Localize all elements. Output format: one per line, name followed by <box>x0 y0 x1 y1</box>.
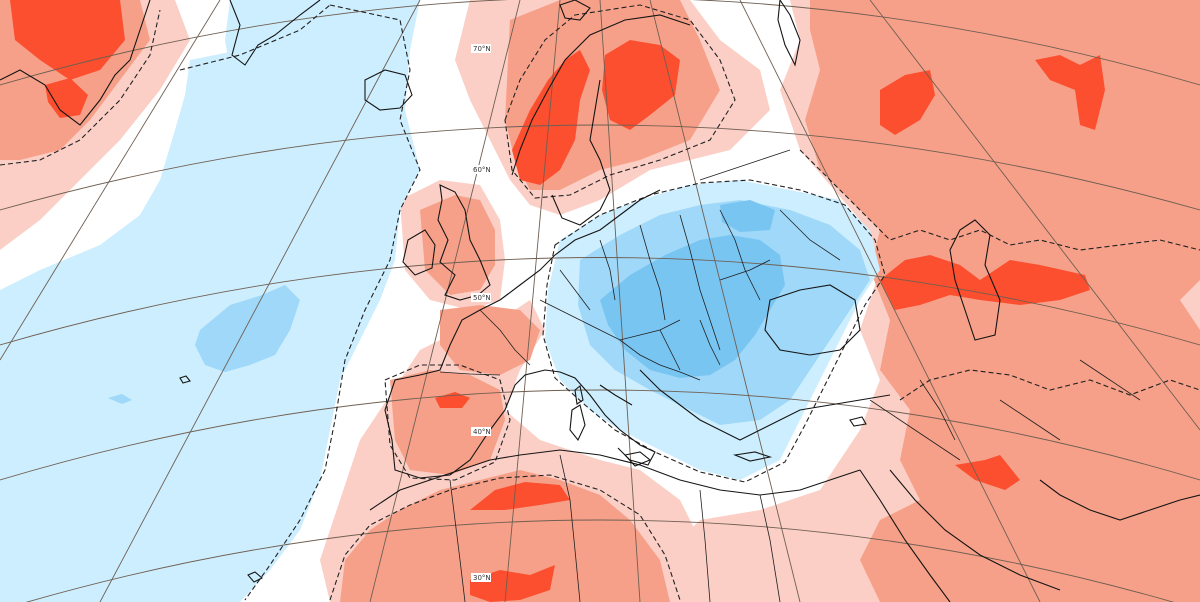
contour-greenland <box>0 9 161 166</box>
strong-warm-russia-north <box>880 70 935 135</box>
contour-scandinavia <box>504 4 736 199</box>
coast-crete <box>732 451 773 462</box>
parallel-30n <box>25 519 1175 602</box>
borders-africa <box>449 454 781 602</box>
meridian-1 <box>0 0 221 361</box>
strong-warm-greenland-south <box>45 78 88 118</box>
contour-middle-east <box>899 369 1200 401</box>
coast-north-africa <box>369 449 861 511</box>
coast-north-europe <box>499 189 661 301</box>
coast-italy <box>559 371 656 466</box>
strong-cold-europe <box>600 235 785 378</box>
coast-sicily <box>623 451 652 467</box>
strong-cold-balkans <box>720 200 775 232</box>
warm-britain <box>420 195 495 295</box>
lat-labels: 70°N 60°N 50°N 40°N 30°N <box>471 44 491 582</box>
meridian-3 <box>369 0 521 602</box>
lat-60n-label: 60°N <box>473 166 491 174</box>
coast-svalbard <box>559 0 591 21</box>
meridian-8 <box>869 0 1200 431</box>
warm-north-africa <box>340 470 670 602</box>
coast-ireland <box>402 229 436 276</box>
dashed-contours <box>0 4 1200 601</box>
strong-warm-sahara <box>470 482 570 510</box>
cold-atlantic-patch <box>195 285 300 372</box>
meridian-4 <box>504 0 561 602</box>
coast-great-britain <box>437 184 491 301</box>
coast-azores <box>179 375 191 384</box>
contour-africa <box>329 474 681 601</box>
strong-warm-norway <box>512 50 590 185</box>
strong-warm-finland <box>602 40 680 130</box>
coast-caspian <box>949 219 1001 341</box>
coast-canaries <box>247 571 263 583</box>
coast-scandinavia <box>511 14 691 226</box>
lat-40n-label: 40°N <box>473 428 491 436</box>
lat-70n-bg <box>471 44 491 53</box>
parallel-50n <box>0 257 1200 346</box>
lat-70n-label: 70°N <box>473 45 491 53</box>
coast-persian-gulf <box>1039 479 1200 521</box>
coast-greenland <box>0 0 321 126</box>
meridian-5 <box>599 0 641 602</box>
strong-warm-south-africa <box>470 565 555 602</box>
coast-sardinia <box>569 404 586 442</box>
country-borders <box>439 149 1141 602</box>
weak-cold-greenland-sea <box>225 0 330 70</box>
borders-russia <box>699 149 841 281</box>
borders-central-europe <box>539 209 761 351</box>
meridian-6 <box>649 0 801 602</box>
parallel-70n <box>0 0 1200 86</box>
warm-france <box>440 305 540 375</box>
parallel-40n <box>0 389 1200 481</box>
contour-europe <box>542 179 886 483</box>
contour-east <box>799 149 1200 251</box>
strong-warm-russia-far <box>1035 55 1105 130</box>
lat-40n-bg <box>471 427 491 436</box>
coast-red-sea <box>859 469 1061 602</box>
coast-corsica <box>574 385 584 405</box>
lat-30n-label: 30°N <box>473 574 491 582</box>
coast-novaya-zemlya <box>777 0 801 67</box>
strong-warm-caucasus <box>880 255 1090 310</box>
coast-black-sea <box>764 284 861 356</box>
borders-iberia-france <box>439 309 531 376</box>
cold-atlantic-small <box>108 394 132 404</box>
contour-iberia <box>384 364 511 481</box>
coast-cyprus <box>849 416 867 427</box>
lat-30n-bg <box>471 573 491 582</box>
strong-warm-greenland <box>10 0 125 80</box>
borders-middle-east <box>869 359 1141 461</box>
coast-iceland <box>364 69 413 111</box>
parallel-60n <box>0 124 1200 211</box>
coast-balkans-turkey <box>639 369 891 441</box>
warm-iberia <box>390 370 505 475</box>
borders-balkans <box>619 319 721 381</box>
coast-france-iberia <box>384 299 561 479</box>
meridian-7 <box>739 0 1041 602</box>
meridian-2 <box>99 0 421 602</box>
lat-60n-bg <box>471 165 491 174</box>
lat-50n-bg <box>471 293 491 302</box>
lat-50n-label: 50°N <box>473 294 491 302</box>
contour-atlantic <box>179 4 421 601</box>
